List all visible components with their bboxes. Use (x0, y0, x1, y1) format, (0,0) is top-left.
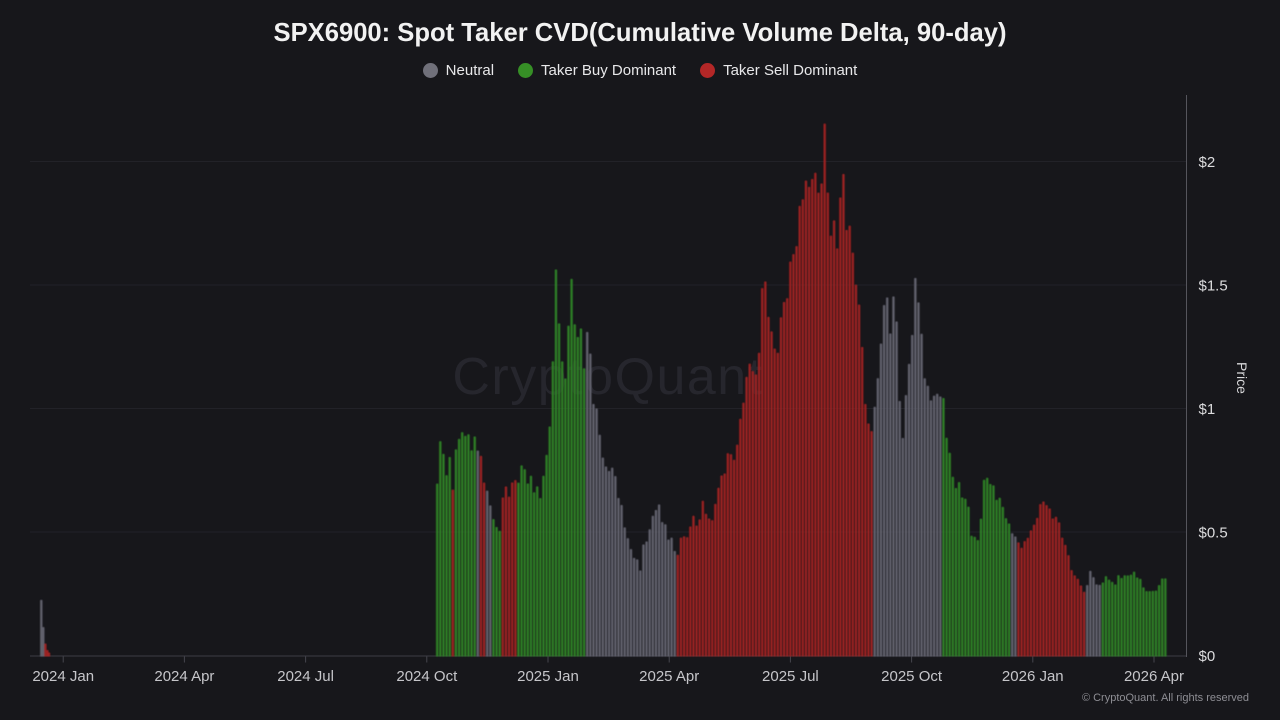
svg-text:2024 Jan: 2024 Jan (32, 668, 94, 685)
svg-text:$1.5: $1.5 (1199, 278, 1228, 295)
svg-text:$1: $1 (1199, 401, 1216, 418)
svg-text:2026 Jan: 2026 Jan (1002, 668, 1064, 685)
svg-text:2025 Oct: 2025 Oct (881, 668, 943, 685)
svg-text:2025 Apr: 2025 Apr (639, 668, 699, 685)
svg-text:$0.5: $0.5 (1199, 525, 1228, 542)
svg-text:2024 Jul: 2024 Jul (277, 668, 334, 685)
svg-text:$2: $2 (1199, 154, 1216, 171)
svg-text:Price: Price (1234, 362, 1250, 394)
svg-text:© CryptoQuant. All rights rese: © CryptoQuant. All rights reserved (1082, 692, 1249, 704)
svg-text:2026 Apr: 2026 Apr (1124, 668, 1184, 685)
svg-text:2025 Jul: 2025 Jul (762, 668, 819, 685)
svg-text:CryptoQuant: CryptoQuant (452, 348, 763, 406)
svg-text:2024 Oct: 2024 Oct (396, 668, 458, 685)
svg-text:$0: $0 (1199, 648, 1216, 665)
svg-text:2025 Jan: 2025 Jan (517, 668, 579, 685)
svg-text:2024 Apr: 2024 Apr (154, 668, 214, 685)
